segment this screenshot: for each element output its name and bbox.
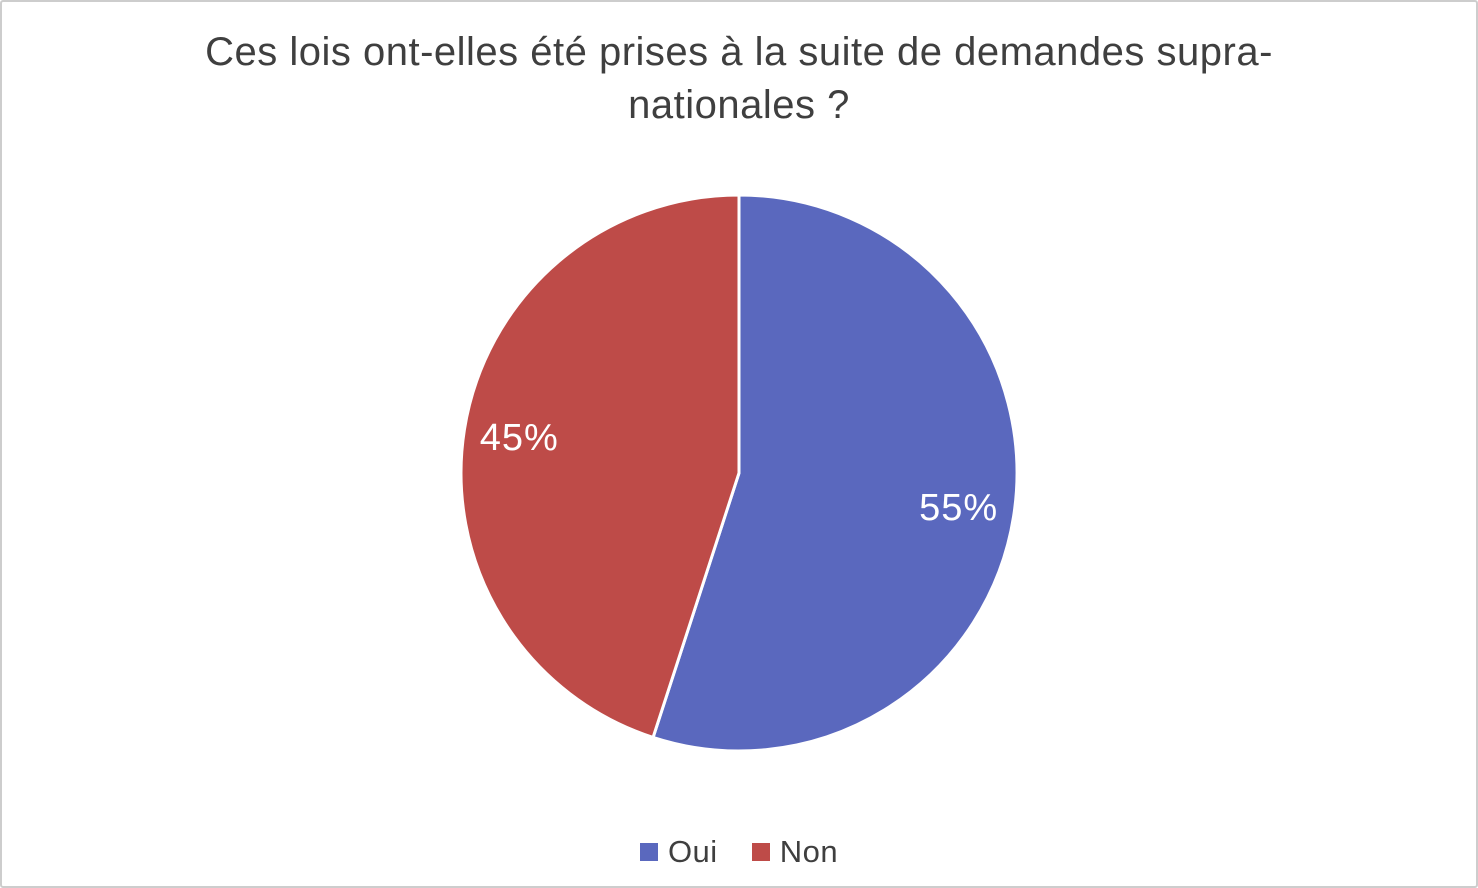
legend-item-non: Non: [751, 834, 839, 870]
legend-swatch-oui: [639, 843, 658, 861]
pie-slice-non: [459, 193, 741, 739]
pie-chart: 55% 45%: [456, 190, 1022, 756]
legend-swatch-non: [751, 843, 770, 861]
legend-label-non: Non: [779, 834, 839, 869]
pie-slice-oui: [651, 193, 1019, 753]
legend-label-oui: Oui: [667, 834, 718, 869]
legend-item-oui: Oui: [639, 834, 718, 870]
pie-data-label-non: 45%: [480, 417, 559, 459]
pie-svg: 55% 45%: [459, 193, 1019, 753]
chart-legend: Oui Non: [2, 834, 1476, 870]
chart-title: Ces lois ont-elles été prises à la suite…: [205, 30, 1273, 127]
pie-data-label-oui: 55%: [919, 487, 998, 529]
